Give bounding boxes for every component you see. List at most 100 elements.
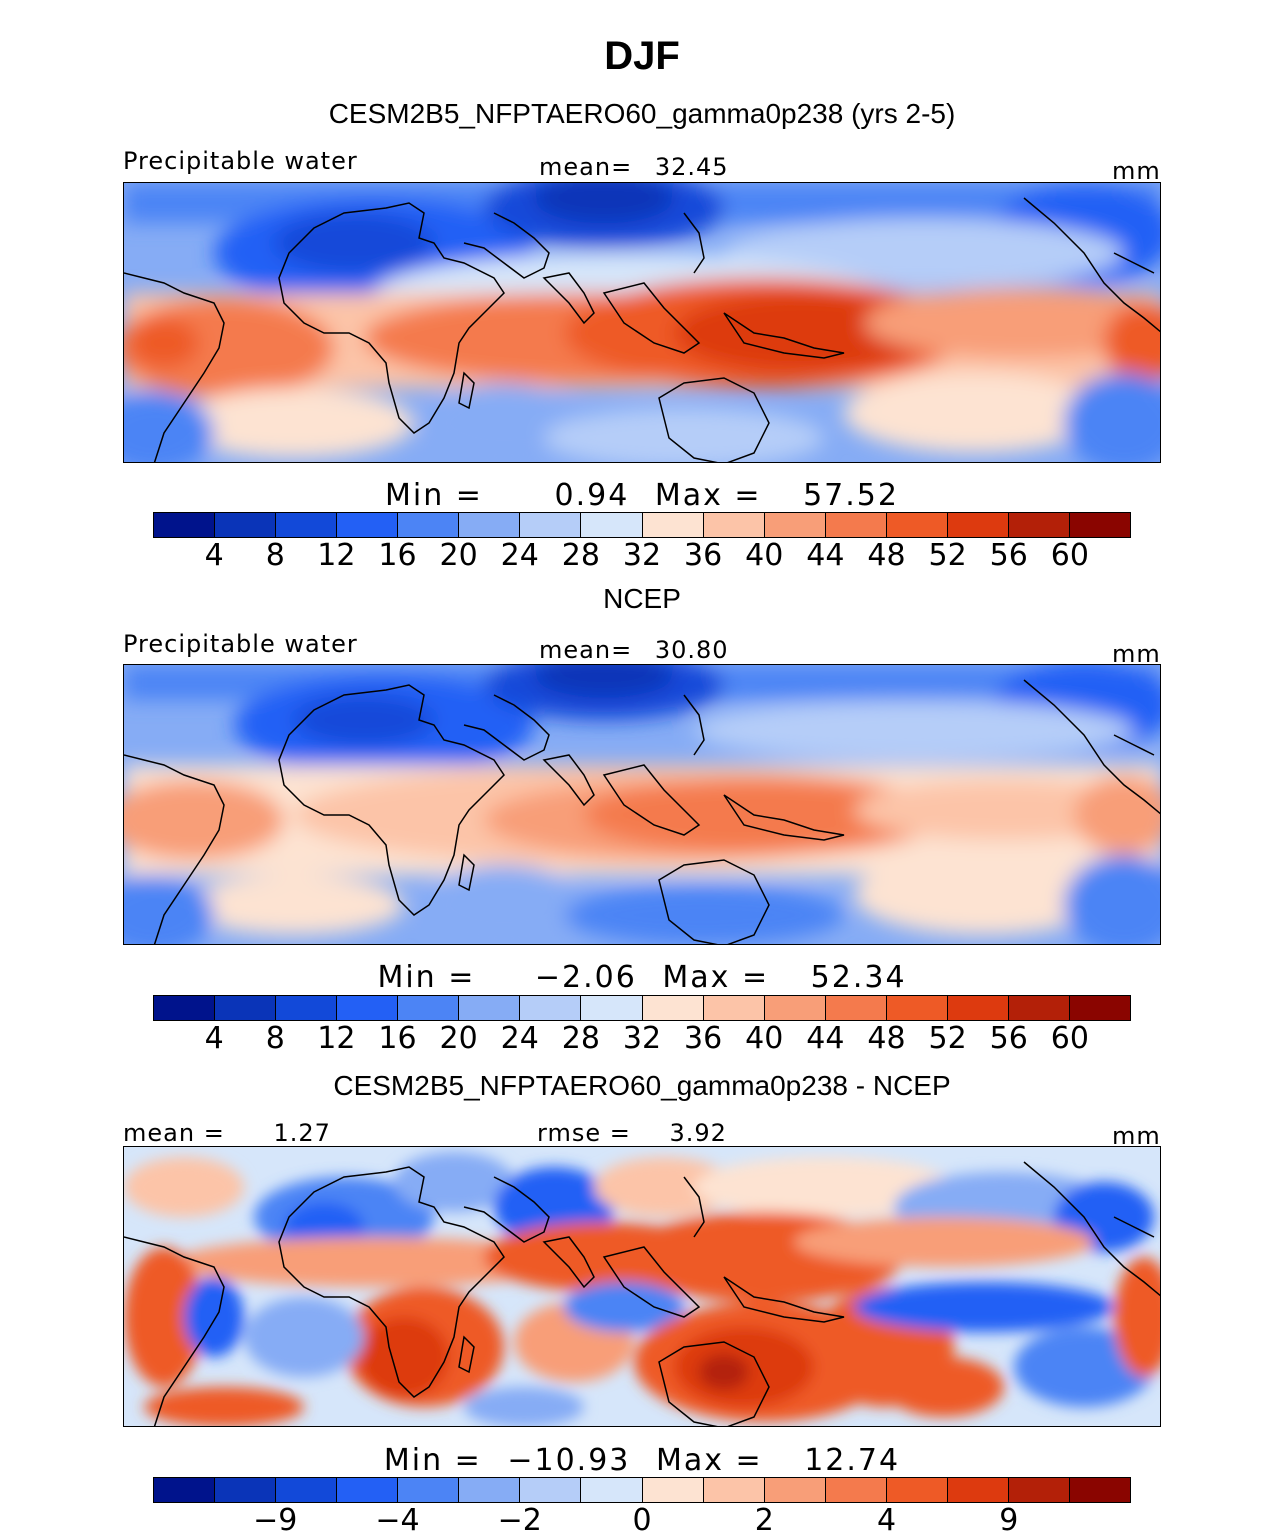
colorbar-swatch — [398, 513, 460, 537]
panel3-max-value: 12.74 — [804, 1443, 901, 1478]
panel2-min-value: −2.06 — [534, 960, 637, 995]
colorbar-tick-label: 56 — [989, 1021, 1028, 1056]
panel1-mean-text: mean= — [539, 153, 633, 181]
colorbar-tick-label: 2 — [754, 1503, 774, 1538]
colorbar-swatch — [581, 996, 643, 1020]
colorbar-swatch — [276, 996, 338, 1020]
colorbar-tick-label: −4 — [375, 1503, 420, 1538]
panel1-minmax: Min = 0.94 Max = 57.52 — [385, 478, 899, 513]
panel3-max-text: Max = — [655, 1443, 763, 1478]
panel1-mean-label: mean= 32.45 — [539, 153, 729, 181]
colorbar-swatch — [642, 513, 704, 537]
colorbar-swatch — [825, 996, 887, 1020]
colorbar-tick-label: 8 — [265, 538, 285, 573]
colorbar-swatch — [215, 996, 277, 1020]
colorbar-tick-label: 52 — [928, 1021, 967, 1056]
colorbar-tick-label: −2 — [497, 1503, 542, 1538]
colorbar-tick-label: 32 — [622, 1021, 662, 1056]
colorbar-tick-label: 24 — [500, 538, 539, 573]
panel2-mean-text: mean= — [539, 636, 633, 664]
colorbar-swatch — [398, 996, 460, 1020]
colorbar-swatch — [947, 1478, 1009, 1502]
colorbar-tick-label: 36 — [684, 538, 723, 573]
panel3-minmax: Min = −10.93 Max = 12.74 — [384, 1443, 900, 1478]
colorbar-swatch — [642, 996, 704, 1020]
colorbar-tick-label: 0 — [632, 1503, 652, 1538]
colorbar-swatch — [703, 996, 765, 1020]
panel2-max-text: Max = — [662, 960, 770, 995]
colorbar-swatch — [886, 513, 948, 537]
panel1-variable-label: Precipitable water — [123, 147, 358, 175]
colorbar-tick-label: 24 — [500, 1021, 539, 1056]
colorbar-tick-label: 9 — [999, 1503, 1019, 1538]
colorbar-swatch — [1008, 513, 1070, 537]
colorbar-swatch — [520, 513, 582, 537]
colorbar-swatch — [520, 996, 582, 1020]
panel3-mean-value: 1.27 — [273, 1119, 331, 1147]
colorbar-swatch — [825, 513, 887, 537]
colorbar-swatch — [337, 1478, 399, 1502]
colorbar-tick-label: 12 — [317, 538, 356, 573]
colorbar-swatch — [947, 996, 1009, 1020]
panel1-title: CESM2B5_NFPTAERO60_gamma0p238 (yrs 2-5) — [328, 98, 956, 129]
colorbar-tick-label: 36 — [684, 1021, 723, 1056]
colorbar-swatch — [520, 1478, 582, 1502]
panel1-max-text: Max = — [654, 478, 762, 513]
panel3-min-text: Min = — [383, 1443, 482, 1478]
panel2-min-text: Min = — [377, 960, 476, 995]
colorbar-swatch — [1069, 1478, 1130, 1502]
panel2-title: NCEP — [603, 583, 681, 614]
panel3-rmse-label: rmse = 3.92 — [537, 1119, 727, 1147]
panel3-map — [123, 1146, 1161, 1427]
panel1-colorbar — [153, 512, 1131, 538]
panel1-map — [123, 182, 1161, 463]
colorbar-tick-label: 4 — [204, 538, 224, 573]
panel2-minmax: Min = −2.06 Max = 52.34 — [377, 960, 906, 995]
colorbar-tick-label: 32 — [622, 538, 662, 573]
panel2-units-label: mm — [1112, 640, 1161, 668]
panel3-min-value: −10.93 — [507, 1443, 631, 1478]
colorbar-swatch — [825, 1478, 887, 1502]
colorbar-swatch — [764, 1478, 826, 1502]
colorbar-tick-label: 60 — [1050, 538, 1089, 573]
colorbar-tick-label: 20 — [439, 538, 478, 573]
colorbar-swatch — [398, 1478, 460, 1502]
colorbar-swatch — [459, 1478, 521, 1502]
colorbar-swatch — [947, 513, 1009, 537]
colorbar-swatch — [581, 513, 643, 537]
colorbar-swatch — [276, 1478, 338, 1502]
panel2-mean-label: mean= 30.80 — [539, 636, 729, 664]
panel1-units-label: mm — [1112, 157, 1161, 185]
colorbar-swatch — [154, 1478, 216, 1502]
colorbar-swatch — [337, 513, 399, 537]
colorbar-tick-label: 40 — [745, 1021, 784, 1056]
panel3-colorbar — [153, 1477, 1131, 1503]
colorbar-swatch — [886, 996, 948, 1020]
panel3-mean-label: mean = 1.27 — [123, 1119, 331, 1147]
colorbar-swatch — [764, 996, 826, 1020]
colorbar-swatch — [1069, 513, 1130, 537]
colorbar-tick-label: 16 — [378, 538, 417, 573]
colorbar-tick-label: 4 — [204, 1021, 224, 1056]
colorbar-tick-label: 48 — [867, 538, 906, 573]
colorbar-swatch — [337, 996, 399, 1020]
colorbar-swatch — [154, 513, 216, 537]
colorbar-tick-label: 60 — [1050, 1021, 1089, 1056]
colorbar-tick-label: 44 — [806, 538, 845, 573]
colorbar-swatch — [1008, 996, 1070, 1020]
colorbar-swatch — [581, 1478, 643, 1502]
colorbar-swatch — [642, 1478, 704, 1502]
colorbar-swatch — [703, 513, 765, 537]
colorbar-swatch — [1069, 996, 1130, 1020]
colorbar-tick-label: 16 — [378, 1021, 417, 1056]
panel1-mean-value: 32.45 — [654, 153, 729, 181]
panel2-mean-value: 30.80 — [654, 636, 729, 664]
colorbar-swatch — [276, 513, 338, 537]
colorbar-tick-label: 8 — [265, 1021, 285, 1056]
colorbar-tick-label: 48 — [867, 1021, 906, 1056]
colorbar-tick-label: 4 — [876, 1503, 897, 1538]
colorbar-swatch — [703, 1478, 765, 1502]
colorbar-tick-label: 40 — [745, 538, 784, 573]
figure-title: DJF — [604, 34, 680, 78]
colorbar-tick-label: 52 — [928, 538, 967, 573]
